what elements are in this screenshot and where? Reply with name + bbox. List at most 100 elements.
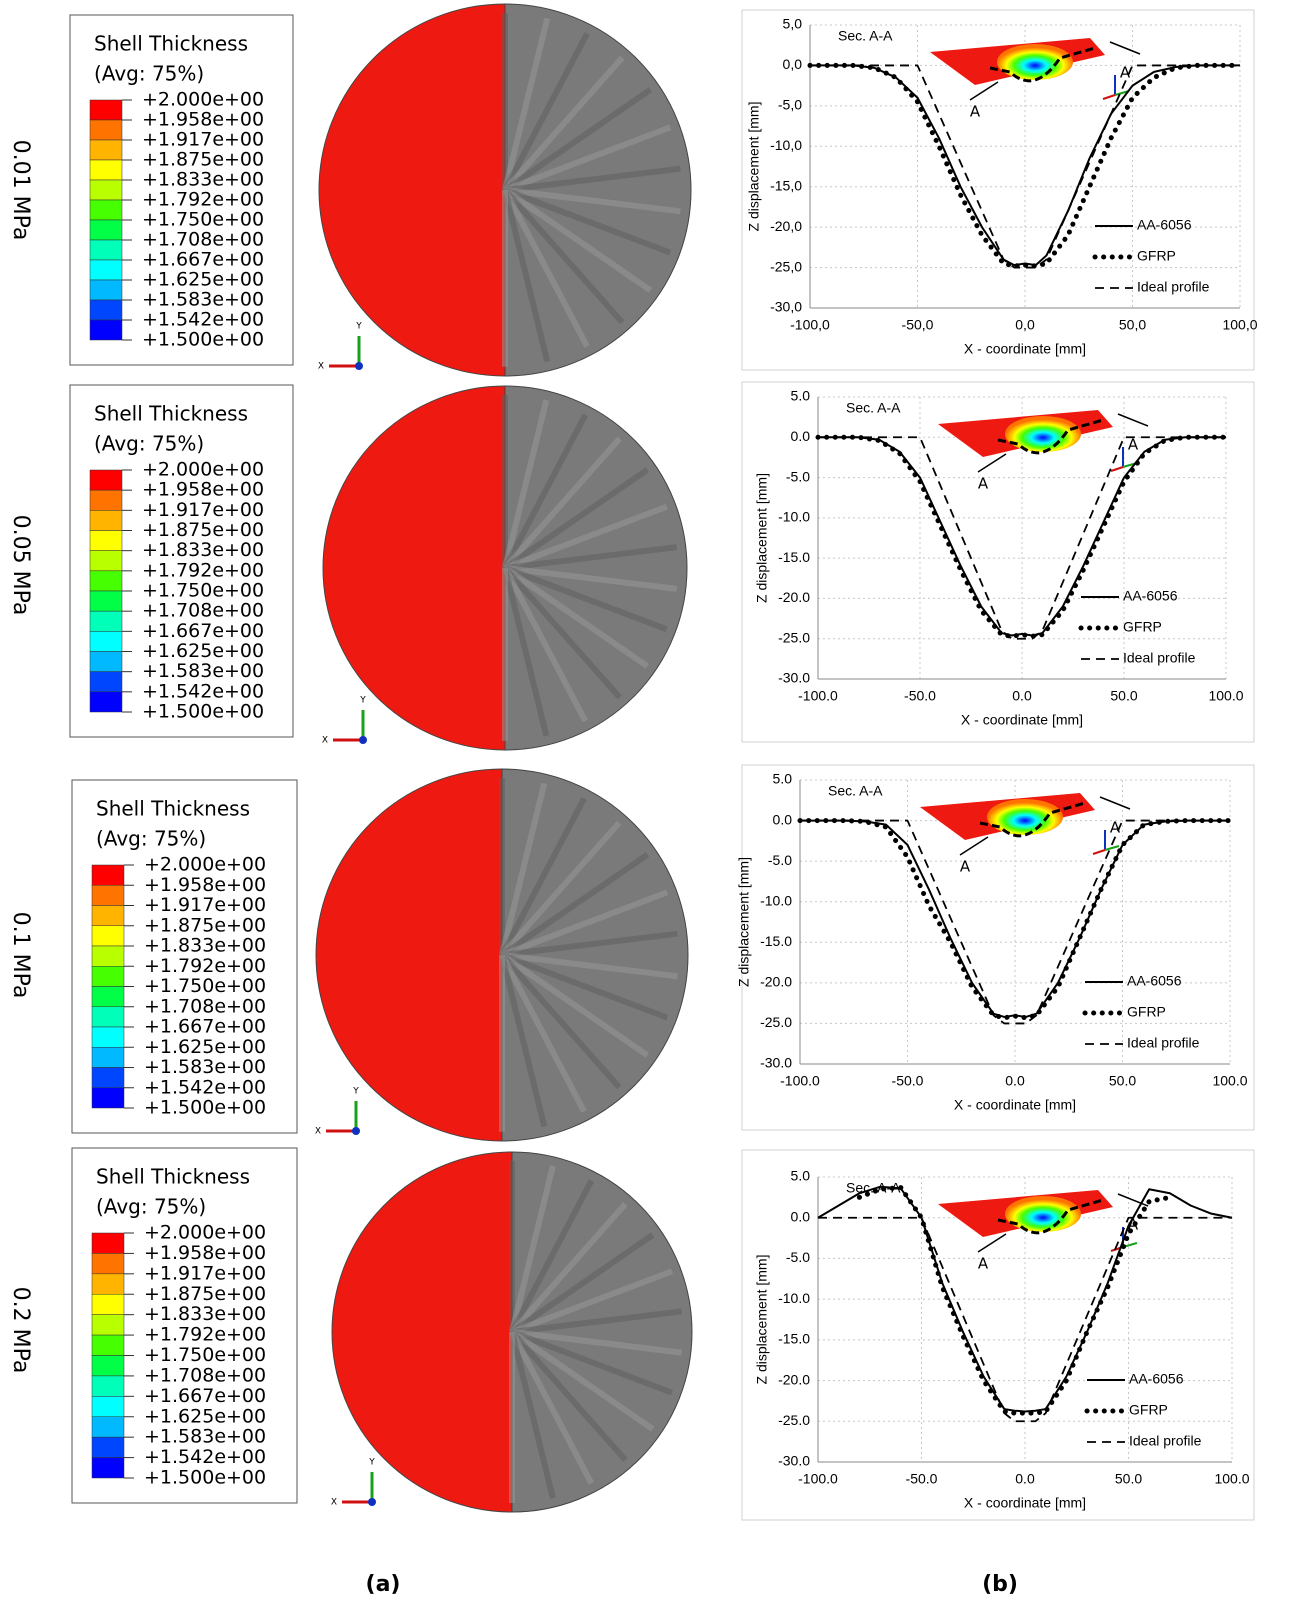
contour-band: [90, 652, 122, 672]
contour-level: +1.583e+00: [144, 1426, 266, 1448]
y-tick-label: -15.0: [778, 1331, 810, 1347]
legend-label: Ideal profile: [1129, 1433, 1202, 1449]
contour-band: [90, 571, 122, 591]
contour-band: [90, 200, 122, 220]
y-tick-label: -5.0: [786, 468, 810, 484]
y-tick-label: 0,0: [783, 56, 803, 72]
legend-label: Ideal profile: [1127, 1035, 1200, 1051]
contour-band: [90, 280, 122, 300]
contour-level: +1.625e+00: [144, 1036, 266, 1058]
x-tick-label: -100.0: [798, 688, 838, 704]
contour-band: [92, 987, 124, 1007]
contour-band: [90, 470, 122, 490]
contour-level: +1.500e+00: [144, 1097, 266, 1119]
contour-band: [90, 672, 122, 692]
x-tick-label: 0,0: [1015, 317, 1035, 333]
contour-level: +2.000e+00: [144, 1222, 266, 1244]
contour-level: +1.917e+00: [142, 499, 264, 521]
legend-subtitle: (Avg: 75%): [94, 62, 204, 86]
contour-band: [92, 1068, 124, 1088]
contour-level: +1.958e+00: [142, 479, 264, 501]
contour-band: [92, 1335, 124, 1355]
y-tick-label: -30.0: [778, 1453, 810, 1469]
y-axis-label: Z displacement [mm]: [754, 473, 770, 603]
x-axis-label: X - coordinate [mm]: [964, 1495, 1086, 1511]
contour-level: +1.667e+00: [144, 1016, 266, 1038]
x-tick-label: -100.0: [798, 1471, 838, 1487]
section-marker: A: [970, 103, 981, 121]
caption: (b): [982, 1572, 1018, 1597]
contour-band: [90, 490, 122, 510]
contour-level: +1.750e+00: [144, 975, 266, 997]
contour-level: +1.500e+00: [142, 701, 264, 723]
contour-band: [90, 692, 122, 712]
triad-label: X: [315, 1127, 321, 1137]
plate-right: [505, 386, 687, 750]
contour-level: +1.917e+00: [142, 129, 264, 151]
caption: (a): [366, 1572, 401, 1597]
contour-band: [92, 1356, 124, 1376]
contour-level: +1.542e+00: [144, 1446, 266, 1468]
y-tick-label: -25,0: [770, 258, 802, 274]
contour-level: +1.875e+00: [144, 914, 266, 936]
contour-level: +1.625e+00: [142, 269, 264, 291]
section-marker: A: [960, 858, 971, 876]
triad-origin: [359, 736, 367, 744]
y-tick-label: 0.0: [791, 428, 811, 444]
contour-level: +1.625e+00: [142, 640, 264, 662]
section-marker: A: [978, 1255, 989, 1273]
y-tick-label: -15.0: [778, 549, 810, 565]
y-tick-label: -10.0: [778, 509, 810, 525]
y-tick-label: -15,0: [770, 177, 802, 193]
contour-level: +1.667e+00: [142, 620, 264, 642]
contour-band: [90, 120, 122, 140]
contour-level: +1.750e+00: [144, 1344, 266, 1366]
legend-title: Shell Thickness: [96, 797, 250, 821]
contour-band: [92, 1047, 124, 1067]
x-tick-label: 50.0: [1109, 1073, 1136, 1089]
legend-label: AA-6056: [1129, 1371, 1184, 1387]
y-tick-label: -25.0: [778, 629, 810, 645]
y-tick-label: -10.0: [760, 892, 792, 908]
x-tick-label: -100.0: [780, 1073, 820, 1089]
contour-band: [90, 631, 122, 651]
contour-level: +1.792e+00: [142, 559, 264, 581]
triad-origin: [352, 1127, 360, 1135]
contour-level: +1.667e+00: [144, 1385, 266, 1407]
contour-band: [92, 1294, 124, 1314]
legend-label: AA-6056: [1127, 973, 1182, 989]
plate-left: [316, 769, 502, 1141]
y-tick-label: -5,0: [778, 97, 802, 113]
y-tick-label: -25.0: [760, 1014, 792, 1030]
contour-band: [92, 926, 124, 946]
contour-level: +1.708e+00: [144, 995, 266, 1017]
contour-band: [92, 1417, 124, 1437]
contour-level: +1.542e+00: [142, 309, 264, 331]
contour-band: [92, 946, 124, 966]
contour-level: +2.000e+00: [144, 854, 266, 876]
contour-band: [90, 260, 122, 280]
plate-right: [505, 4, 691, 376]
contour-band: [92, 1007, 124, 1027]
contour-level: +1.667e+00: [142, 249, 264, 271]
x-tick-label: 0.0: [1012, 688, 1032, 704]
triad-label: Y: [355, 322, 362, 332]
section-label: Sec. A-A: [828, 783, 883, 799]
contour-band: [90, 320, 122, 340]
y-tick-label: -25.0: [778, 1412, 810, 1428]
y-tick-label: 5.0: [791, 388, 811, 404]
pressure-label: 0.2 MPa: [8, 1287, 33, 1374]
contour-level: +1.583e+00: [144, 1056, 266, 1078]
contour-band: [92, 906, 124, 926]
inset-dome: [1005, 1196, 1081, 1232]
contour-band: [90, 551, 122, 571]
y-tick-label: -30.0: [778, 670, 810, 686]
y-tick-label: 0.0: [791, 1208, 811, 1224]
y-tick-label: -20.0: [760, 974, 792, 990]
contour-level: +1.708e+00: [144, 1364, 266, 1386]
x-tick-label: -50.0: [892, 1073, 924, 1089]
contour-band: [90, 531, 122, 551]
legend-title: Shell Thickness: [96, 1165, 250, 1189]
contour-level: +1.750e+00: [142, 209, 264, 231]
plate-right: [502, 769, 688, 1141]
